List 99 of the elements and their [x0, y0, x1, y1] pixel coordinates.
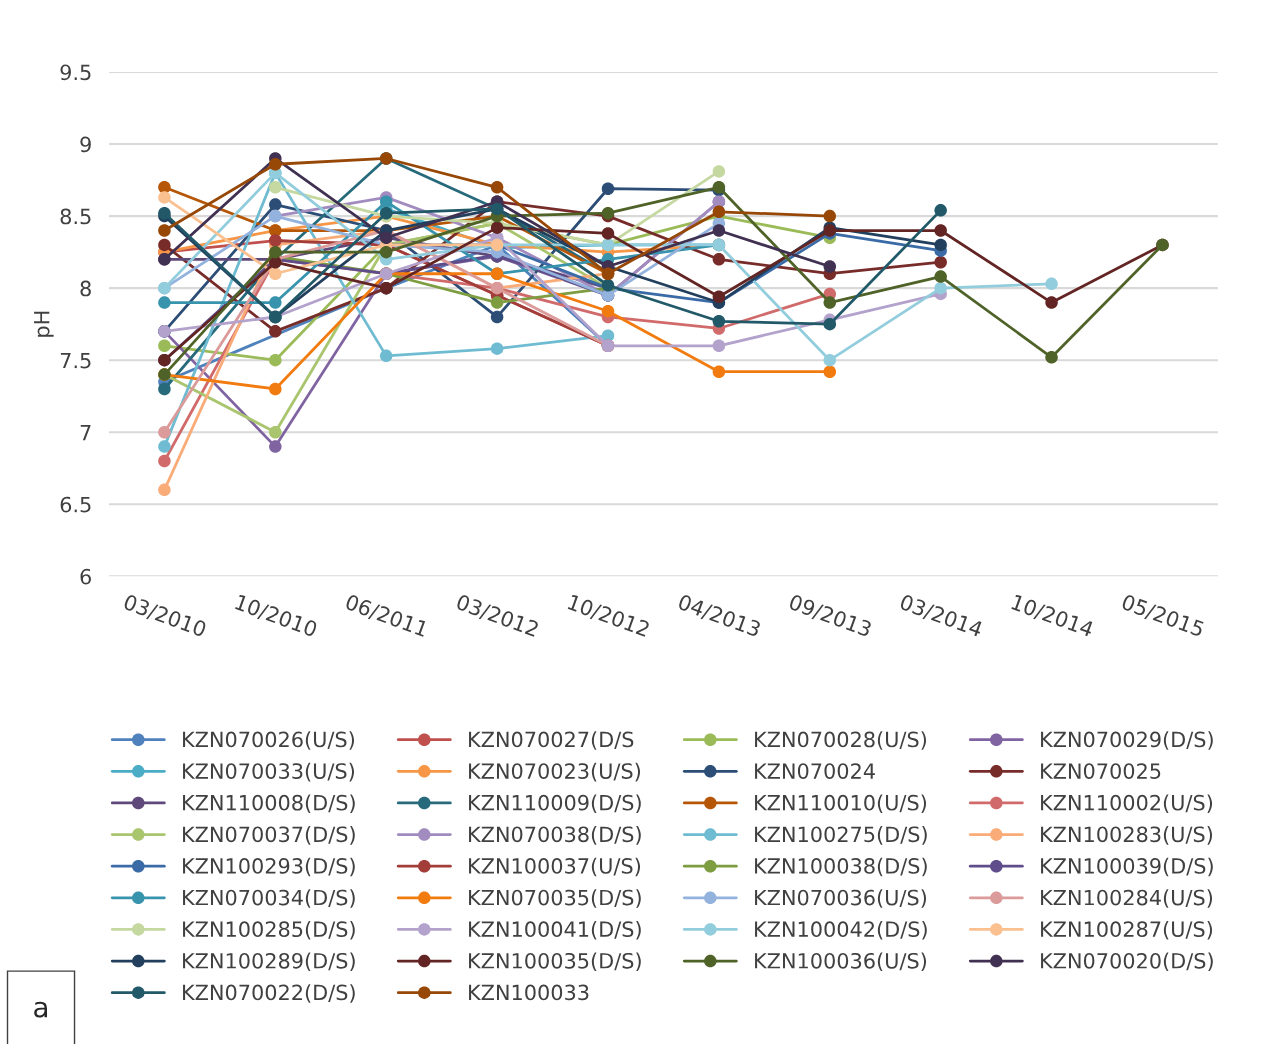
point [269, 296, 282, 309]
legend-label: KZN070033(U/S) [183, 762, 354, 782]
point [601, 182, 615, 195]
legend-label: KZN070038(D/S) [469, 826, 641, 845]
point [490, 296, 504, 309]
point [934, 281, 947, 295]
point [712, 205, 726, 219]
point [712, 165, 726, 178]
y-tick-label: 8 [80, 280, 91, 297]
point [934, 204, 947, 217]
legend-label: KZN070035(D/S) [469, 889, 641, 908]
legend-label: KZN100293(D/S) [183, 857, 355, 877]
legend-label: KZN070037(D/S) [183, 826, 355, 845]
point [1045, 296, 1058, 309]
point [269, 353, 282, 367]
point [269, 181, 282, 194]
point [490, 221, 504, 234]
y-tick-label: 9 [80, 136, 91, 153]
point [269, 325, 282, 338]
point [158, 454, 171, 468]
point [158, 483, 171, 497]
point [823, 296, 837, 309]
legend-label: KZN100037(U/S) [469, 857, 641, 877]
point [823, 353, 837, 367]
point [158, 224, 171, 237]
legend-label: KZN100285(D/S) [183, 920, 355, 940]
legend-label: KZN070024 [755, 763, 875, 779]
point [934, 238, 947, 252]
y-axis-title: pH [34, 311, 54, 337]
point [158, 425, 171, 439]
legend-label: KZN070036(U/S) [755, 889, 927, 908]
legend-label: KZN110008(D/S) [183, 794, 355, 814]
point [823, 260, 837, 273]
point [601, 304, 615, 318]
point [490, 310, 504, 324]
legend-label: KZN070029(D/S) [1041, 731, 1213, 750]
point [379, 195, 393, 208]
point [1045, 351, 1058, 364]
point [158, 191, 171, 204]
point [712, 290, 726, 304]
legend-label: KZN100039(D/S) [1041, 857, 1213, 877]
point [158, 238, 171, 252]
legend-label: KZN070023(U/S) [469, 762, 641, 782]
point [158, 440, 171, 453]
point [158, 296, 171, 309]
legend-label: KZN110010(U/S) [755, 794, 927, 814]
point [490, 181, 504, 194]
y-tick-label: 6 [80, 568, 91, 585]
point [158, 339, 171, 353]
point [269, 425, 282, 439]
legend-label: KZN070034(D/S) [183, 889, 355, 908]
legend-label: KZN100036(U/S) [755, 952, 927, 972]
legend-label: KZN100038(D/S) [755, 857, 927, 877]
point [269, 440, 282, 453]
legend-label: KZN100035(D/S) [469, 952, 641, 972]
point [712, 339, 726, 353]
legend-label: KZN070020(D/S) [1041, 952, 1213, 972]
point [1045, 277, 1058, 291]
legend-label: KZN100041(D/S) [469, 920, 641, 940]
point [823, 317, 837, 331]
point [712, 253, 726, 266]
legend-label: KZN070025 [1041, 763, 1161, 779]
legend-label: KZN070028(U/S) [755, 731, 927, 750]
point [269, 157, 282, 171]
y-tick-label: 9.5 [60, 64, 91, 81]
legend-label: KZN100284(U/S) [1041, 889, 1213, 908]
point [712, 365, 726, 378]
point [934, 224, 947, 237]
legend-label: KZN070026(U/S) [183, 731, 354, 750]
point [269, 245, 282, 259]
point [269, 198, 282, 211]
legend-label: KZN100042(D/S) [755, 920, 927, 940]
legend-label: KZN070022(D/S) [183, 984, 355, 1003]
point [712, 315, 726, 328]
y-tick-label: 7.5 [60, 352, 91, 369]
point [823, 365, 837, 378]
point [158, 382, 171, 396]
point [601, 227, 615, 240]
point [379, 349, 393, 363]
y-tick-label: 6.5 [60, 496, 91, 513]
point [712, 224, 726, 237]
legend-label: KZN100033 [469, 984, 589, 1001]
legend-label: KZN110002(U/S) [1041, 794, 1213, 814]
legend-label: KZN110009(D/S) [469, 794, 641, 814]
point [379, 245, 393, 259]
legend-label: KZN100287(U/S) [1041, 920, 1213, 940]
point [823, 209, 837, 223]
point [490, 342, 504, 355]
point [269, 267, 282, 280]
legend-label: KZN070027(D/S [469, 731, 634, 750]
point [934, 270, 947, 283]
legend-label: KZN100289(D/S) [183, 952, 355, 972]
y-tick-label: 7 [80, 424, 91, 441]
point [269, 382, 282, 396]
y-tick-label: 8.5 [60, 208, 91, 225]
point [934, 255, 947, 269]
legend-label: KZN100275(D/S) [755, 826, 927, 845]
text: a [34, 1001, 48, 1018]
legend-label: KZN100283(U/S) [1041, 826, 1213, 845]
